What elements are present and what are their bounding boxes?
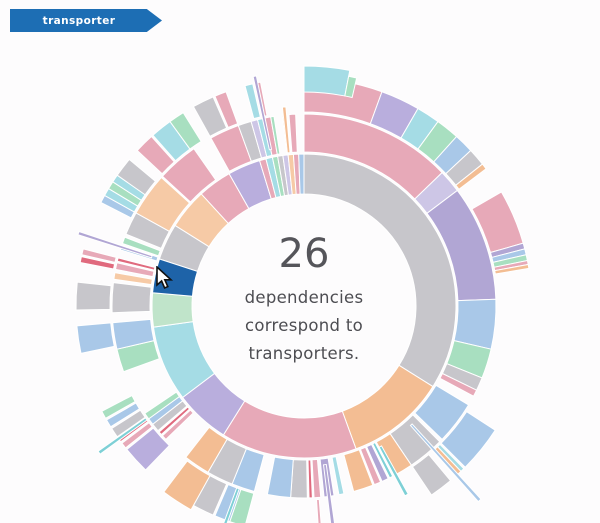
sunburst-segment[interactable] — [252, 75, 273, 151]
sunburst-segment[interactable] — [344, 75, 358, 99]
sunburst-segment[interactable] — [414, 384, 470, 441]
sunburst-segment[interactable] — [169, 111, 202, 150]
sunburst-segment[interactable] — [79, 256, 116, 270]
sunburst-segment[interactable] — [307, 459, 313, 499]
sunburst-segment[interactable] — [409, 423, 482, 503]
sunburst-segment[interactable] — [136, 135, 175, 175]
sunburst-segment[interactable] — [365, 443, 389, 483]
sunburst-segment[interactable] — [76, 322, 115, 354]
sunburst-segment[interactable] — [97, 417, 148, 455]
sunburst-segment[interactable] — [75, 281, 112, 311]
sunburst-segment[interactable] — [298, 153, 305, 195]
sunburst-segment[interactable] — [116, 257, 156, 271]
sunburst-segment[interactable] — [288, 113, 298, 154]
sunburst-segment[interactable] — [372, 441, 394, 479]
sunburst-segment[interactable] — [111, 409, 146, 438]
sunburst-segment[interactable] — [311, 458, 322, 499]
sunburst-segment[interactable] — [303, 65, 351, 97]
sunburst-segment[interactable] — [112, 318, 155, 350]
sunburst-segment[interactable] — [77, 230, 153, 259]
sunburst-segment[interactable] — [121, 422, 153, 449]
sunburst-segment[interactable] — [214, 91, 239, 129]
sunburst-segment[interactable] — [343, 449, 374, 493]
sunburst-segment[interactable] — [411, 453, 452, 496]
sunburst-segment[interactable] — [185, 426, 228, 473]
sunburst-segment[interactable] — [111, 282, 152, 314]
sunburst-segment[interactable] — [375, 432, 413, 477]
sunburst-segment[interactable] — [192, 96, 228, 137]
sunburst-segment[interactable] — [439, 372, 478, 397]
sunburst-segment[interactable] — [331, 456, 345, 496]
sunburst-segment[interactable] — [222, 487, 240, 523]
sunburst-segment[interactable] — [158, 406, 191, 436]
sunburst-segment[interactable] — [126, 427, 170, 471]
sunburst-segment[interactable] — [270, 115, 281, 155]
sunburst-segment[interactable] — [359, 446, 382, 486]
sunburst-segment[interactable] — [116, 158, 157, 196]
sunburst-segment[interactable] — [101, 394, 136, 419]
sunburst-segment[interactable] — [161, 409, 194, 441]
sunburst-segment[interactable] — [105, 402, 141, 428]
sunburst-segment[interactable] — [322, 463, 339, 523]
sunburst-segment[interactable] — [440, 410, 496, 468]
sunburst-segment[interactable] — [81, 248, 117, 263]
sunburst-segment[interactable] — [135, 176, 191, 233]
sunburst-segment[interactable] — [315, 498, 323, 523]
transporter-filter-tag-label: transporter — [42, 14, 116, 27]
sunburst-segment[interactable] — [151, 292, 194, 328]
sunburst-segment[interactable] — [114, 262, 155, 278]
sunburst-segment[interactable] — [455, 163, 487, 190]
sunburst-segment[interactable] — [163, 460, 211, 511]
sunburst-segment[interactable] — [281, 106, 291, 154]
sunburst-segment[interactable] — [113, 272, 153, 286]
sunburst-segment[interactable] — [161, 148, 217, 203]
sunburst-segment[interactable] — [144, 391, 181, 420]
sunburst-segment[interactable] — [266, 456, 294, 499]
sunburst-segment[interactable] — [494, 263, 530, 275]
sunburst-segment[interactable] — [121, 236, 161, 257]
transporter-filter-tag[interactable]: transporter — [10, 9, 162, 32]
sunburst-segment[interactable] — [378, 445, 409, 497]
sunburst-segment[interactable] — [244, 83, 261, 120]
